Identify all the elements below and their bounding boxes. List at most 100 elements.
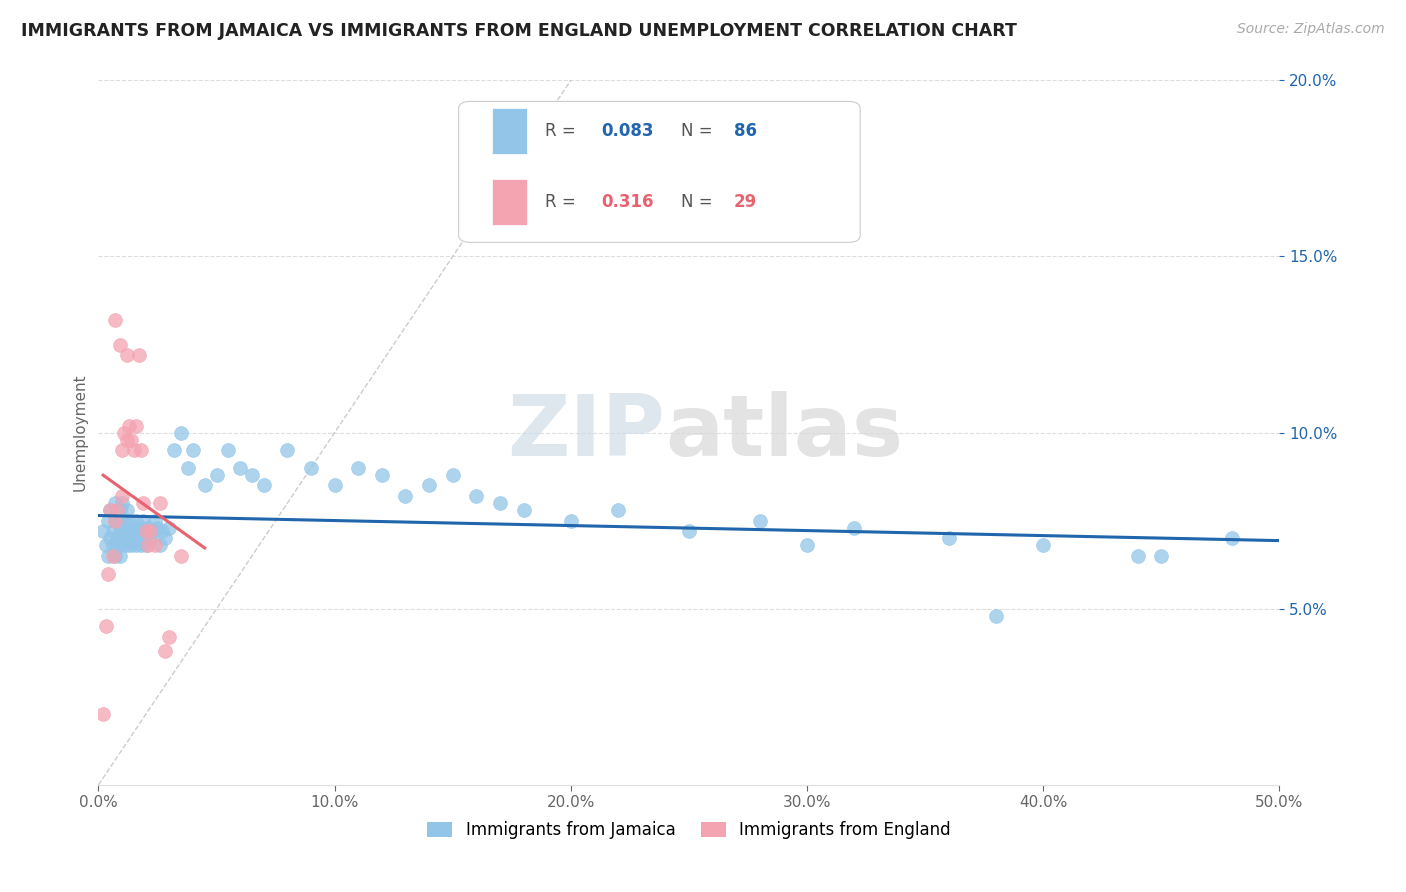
Point [115, 433, 138, 447]
Point [97, 566, 120, 581]
Point [101, 549, 124, 563]
Point [394, 489, 416, 503]
Point [170, 425, 193, 440]
Point [104, 514, 127, 528]
Point [149, 496, 172, 510]
Point [108, 503, 131, 517]
Point [112, 425, 135, 440]
Point [181, 443, 204, 458]
Point [157, 521, 180, 535]
Point [111, 443, 134, 458]
FancyBboxPatch shape [492, 109, 527, 154]
Point [105, 514, 128, 528]
Point [122, 531, 145, 545]
Point [129, 521, 152, 535]
Point [125, 514, 148, 528]
FancyBboxPatch shape [492, 179, 527, 225]
Point [323, 478, 346, 492]
Point [135, 524, 157, 539]
Point [94, 538, 117, 552]
Point [139, 531, 162, 545]
Point [121, 433, 143, 447]
Point [418, 478, 440, 492]
Point [118, 418, 141, 433]
Point [105, 538, 128, 552]
Point [276, 443, 298, 458]
Text: IMMIGRANTS FROM JAMAICA VS IMMIGRANTS FROM ENGLAND UNEMPLOYMENT CORRELATION CHAR: IMMIGRANTS FROM JAMAICA VS IMMIGRANTS FR… [21, 22, 1017, 40]
Point [132, 531, 155, 545]
Point [132, 496, 155, 510]
Point [112, 521, 135, 535]
Point [115, 348, 138, 362]
Point [121, 538, 143, 552]
Point [112, 531, 135, 545]
Point [136, 521, 159, 535]
Point [128, 531, 150, 545]
Point [111, 489, 134, 503]
Point [128, 524, 150, 539]
Point [118, 514, 141, 528]
Point [129, 443, 152, 458]
Point [217, 443, 239, 458]
Point [111, 524, 134, 539]
Point [240, 467, 263, 482]
Point [122, 521, 145, 535]
Point [125, 538, 148, 552]
Point [163, 443, 186, 458]
Point [135, 538, 157, 552]
Point [135, 524, 157, 539]
Point [142, 524, 165, 539]
Point [101, 538, 124, 552]
Point [118, 531, 141, 545]
Point [1386, 566, 1406, 581]
FancyBboxPatch shape [458, 102, 860, 243]
Point [844, 521, 866, 535]
Point [108, 524, 131, 539]
Text: atlas: atlas [665, 391, 904, 475]
Point [1150, 549, 1173, 563]
Point [132, 514, 155, 528]
Point [205, 467, 228, 482]
Point [128, 348, 150, 362]
Point [105, 531, 128, 545]
Text: 0.316: 0.316 [602, 193, 654, 211]
Text: 86: 86 [734, 122, 756, 140]
Point [129, 538, 152, 552]
Text: 29: 29 [734, 193, 756, 211]
Text: ZIP: ZIP [508, 391, 665, 475]
Point [112, 514, 135, 528]
Point [560, 514, 582, 528]
Point [94, 619, 117, 633]
Point [229, 460, 252, 475]
Point [157, 630, 180, 644]
Point [139, 524, 162, 539]
Point [371, 467, 394, 482]
Text: 0.083: 0.083 [602, 122, 654, 140]
Point [1220, 531, 1243, 545]
Point [108, 337, 131, 351]
Point [748, 514, 770, 528]
Point [170, 549, 193, 563]
Point [153, 644, 176, 658]
Text: Source: ZipAtlas.com: Source: ZipAtlas.com [1237, 22, 1385, 37]
Point [796, 538, 818, 552]
Point [143, 538, 166, 552]
Point [111, 514, 134, 528]
Point [938, 531, 960, 545]
Point [98, 531, 121, 545]
Point [111, 496, 134, 510]
Text: R =: R = [546, 193, 581, 211]
Point [122, 443, 145, 458]
Point [489, 496, 512, 510]
Point [125, 418, 148, 433]
Text: N =: N = [681, 193, 717, 211]
Point [104, 313, 127, 327]
Point [91, 524, 114, 539]
Point [91, 707, 114, 722]
Point [149, 538, 172, 552]
Point [177, 460, 200, 475]
Legend: Immigrants from Jamaica, Immigrants from England: Immigrants from Jamaica, Immigrants from… [419, 813, 959, 847]
Text: N =: N = [681, 122, 717, 140]
Point [150, 524, 173, 539]
Point [97, 514, 120, 528]
